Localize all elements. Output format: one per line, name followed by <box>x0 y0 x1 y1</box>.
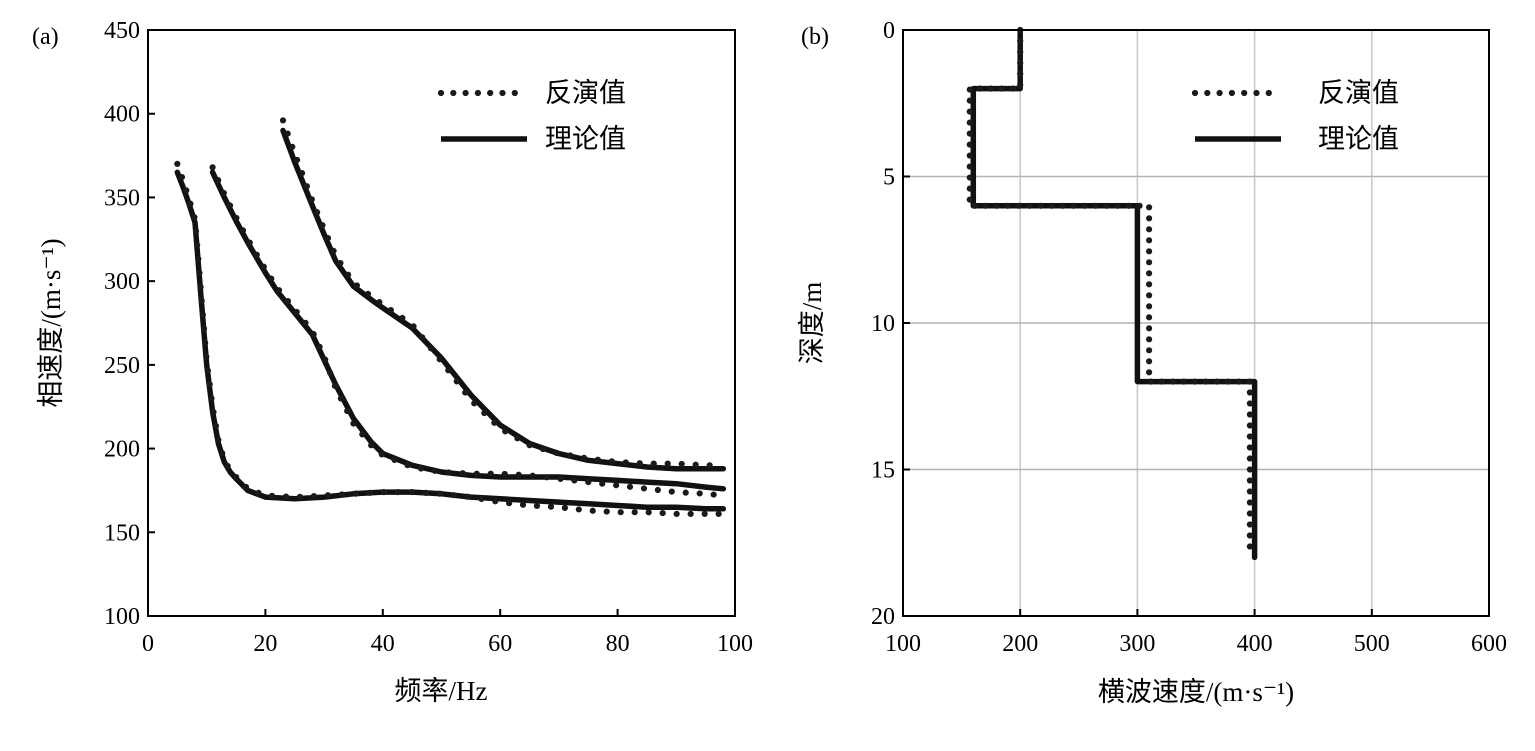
panel-b-y-tick-label: 10 <box>871 311 895 337</box>
panel-a-y-tick-label: 250 <box>104 353 140 379</box>
panel-a-series-group <box>174 117 727 517</box>
panel-a-series-mode-2-solid <box>280 127 727 472</box>
panel-a-y-axis-title: 相速度/(m·s⁻¹) <box>36 238 66 407</box>
panel-a-x-axis-title: 频率/Hz <box>395 676 488 706</box>
panel-b-x-tick-label: 200 <box>1002 631 1038 657</box>
panel-a-y-tick-label: 400 <box>104 102 140 128</box>
panel-b-legend-label-inverted: 反演值 <box>1318 78 1399 108</box>
panel-b-y-tick-label: 5 <box>883 165 895 191</box>
panel-b-x-tick-label: 400 <box>1237 631 1273 657</box>
panel-a-x-tick-label: 0 <box>142 631 154 657</box>
panel-b-y-axis-title: 深度/m <box>797 282 827 365</box>
panel-b-x-tick-label: 100 <box>885 631 921 657</box>
panel-a-legend-label-inverted: 反演值 <box>545 78 626 108</box>
panel-b-label: (b) <box>801 24 829 50</box>
panel-a-y-tick-label: 350 <box>104 185 140 211</box>
panel-a-series-mode-2-dotted <box>279 117 727 469</box>
panel-b-series-solid <box>970 27 1258 561</box>
panel-b-x-tick-label: 600 <box>1471 631 1507 657</box>
panel-a-y-tick-label: 150 <box>104 520 140 546</box>
panel-a-plot-frame <box>147 29 736 617</box>
panel-a-series-mode-1-dotted <box>209 164 727 499</box>
panel-b-series-group <box>966 26 1258 561</box>
panel-a-x-tick-label: 80 <box>606 631 630 657</box>
panel-a-y-tick-label: 200 <box>104 437 140 463</box>
panel-b-legend-label-theoretical: 理论值 <box>1318 124 1399 154</box>
panel-a-legend: 反演值 理论值 <box>437 78 626 154</box>
panel-b-x-tick-label: 500 <box>1354 631 1390 657</box>
panel-b-series-dotted <box>966 26 1253 561</box>
panel-a-phase-velocity-chart: 0 20 40 60 80 100 100 150 200 250 300 350 400 450 (a)… <box>32 18 753 706</box>
panel-b-legend: 反演值 理论值 <box>1191 78 1399 154</box>
panel-b-ticks: 100 200 300 400 500 600 0 5 10 15 20 <box>871 18 1507 657</box>
panel-b-x-tick-label: 300 <box>1119 631 1155 657</box>
panel-b-shear-velocity-chart: 100 200 300 400 500 600 0 5 10 15 20 (b) 横波速度/(m·s… <box>797 18 1507 707</box>
panel-a-y-tick-label: 100 <box>104 604 140 630</box>
panel-a-y-tick-label: 300 <box>104 269 140 295</box>
panel-b-y-tick-label: 15 <box>871 458 895 484</box>
panel-a-x-tick-label: 40 <box>371 631 395 657</box>
panel-a-label: (a) <box>32 24 59 50</box>
panel-a-legend-label-theoretical: 理论值 <box>545 124 626 154</box>
panel-a-x-tick-label: 20 <box>253 631 277 657</box>
panel-a-x-tick-label: 100 <box>717 631 753 657</box>
panel-a-ticks: 0 20 40 60 80 100 100 150 200 250 300 350 400 450 <box>104 18 753 657</box>
panel-a-series-mode-1-solid <box>209 169 727 492</box>
panel-a-x-tick-label: 60 <box>488 631 512 657</box>
panel-b-grid <box>903 30 1489 616</box>
panel-b-x-axis-title: 横波速度/(m·s⁻¹) <box>1098 677 1294 707</box>
panel-a-y-tick-label: 450 <box>104 18 140 44</box>
panel-a-series-mode-0-solid <box>174 169 727 512</box>
panel-b-y-tick-label: 20 <box>871 604 895 630</box>
panel-b-y-tick-label: 0 <box>883 18 895 44</box>
